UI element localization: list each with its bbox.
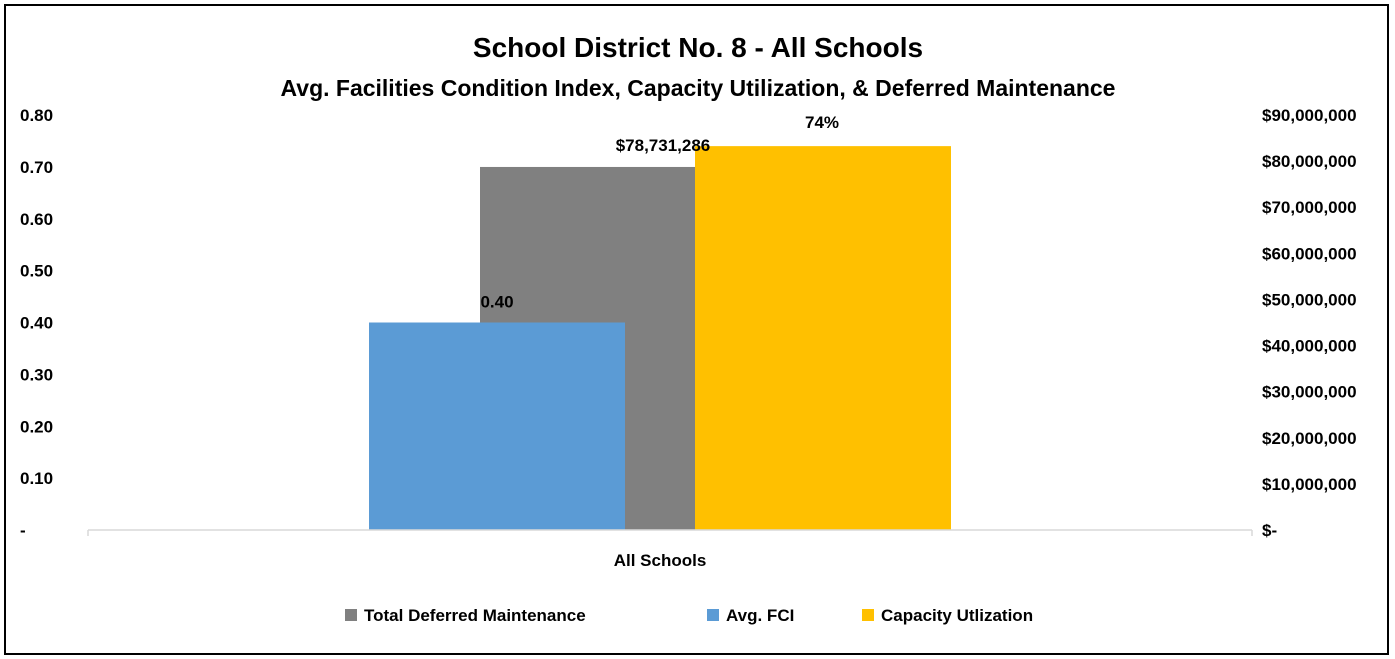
legend-swatch-avg-fci bbox=[707, 609, 719, 621]
legend-label-total-deferred-maintenance: Total Deferred Maintenance bbox=[364, 606, 586, 625]
legend: Total Deferred Maintenance Avg. FCI Capaci… bbox=[345, 606, 1033, 625]
left-axis-tick-label: 0.40 bbox=[20, 314, 53, 333]
right-axis: $- $10,000,000 $20,000,000 $30,000,000 $40,0… bbox=[1262, 106, 1357, 540]
bar-avg-fci bbox=[369, 322, 625, 530]
right-axis-tick-label: $40,000,000 bbox=[1262, 337, 1357, 356]
category-label: All Schools bbox=[614, 551, 707, 570]
left-axis-tick-label: 0.30 bbox=[20, 365, 53, 384]
data-label-avg-fci: 0.40 bbox=[480, 293, 513, 312]
right-axis-tick-label: $10,000,000 bbox=[1262, 475, 1357, 494]
left-axis-tick-label: 0.70 bbox=[20, 158, 53, 177]
right-axis-tick-label: $90,000,000 bbox=[1262, 106, 1357, 125]
legend-swatch-total-deferred-maintenance bbox=[345, 609, 357, 621]
data-label-total-deferred-maintenance: $78,731,286 bbox=[616, 136, 711, 155]
left-axis-tick-label: 0.60 bbox=[20, 210, 53, 229]
left-axis-tick-label: 0.80 bbox=[20, 106, 53, 125]
right-axis-tick-label: $60,000,000 bbox=[1262, 244, 1357, 263]
left-axis: - 0.10 0.20 0.30 0.40 0.50 0.60 0.70 0.80 bbox=[20, 106, 53, 540]
left-axis-tick-label: 0.10 bbox=[20, 469, 53, 488]
right-axis-tick-label: $20,000,000 bbox=[1262, 429, 1357, 448]
chart-subtitle: Avg. Facilities Condition Index, Capacit… bbox=[281, 75, 1116, 101]
bars bbox=[369, 146, 951, 530]
chart-title: School District No. 8 - All Schools bbox=[473, 32, 923, 63]
legend-label-capacity-utlization: Capacity Utlization bbox=[881, 606, 1033, 625]
x-axis-ticks bbox=[87, 530, 1253, 536]
data-label-capacity-utlization: 74% bbox=[805, 113, 839, 132]
right-axis-tick-label: $30,000,000 bbox=[1262, 383, 1357, 402]
left-axis-tick-label: 0.50 bbox=[20, 262, 53, 281]
legend-label-avg-fci: Avg. FCI bbox=[726, 606, 794, 625]
data-labels: 0.40 $78,731,286 74% bbox=[480, 113, 839, 311]
legend-swatch-capacity-utlization bbox=[862, 609, 874, 621]
right-axis-tick-label: $70,000,000 bbox=[1262, 198, 1357, 217]
right-axis-tick-label: $50,000,000 bbox=[1262, 290, 1357, 309]
bar-capacity-utlization bbox=[695, 146, 951, 530]
left-axis-tick-label: 0.20 bbox=[20, 417, 53, 436]
right-axis-tick-label: $80,000,000 bbox=[1262, 152, 1357, 171]
left-axis-tick-label: - bbox=[20, 521, 26, 540]
right-axis-tick-label: $- bbox=[1262, 521, 1277, 540]
